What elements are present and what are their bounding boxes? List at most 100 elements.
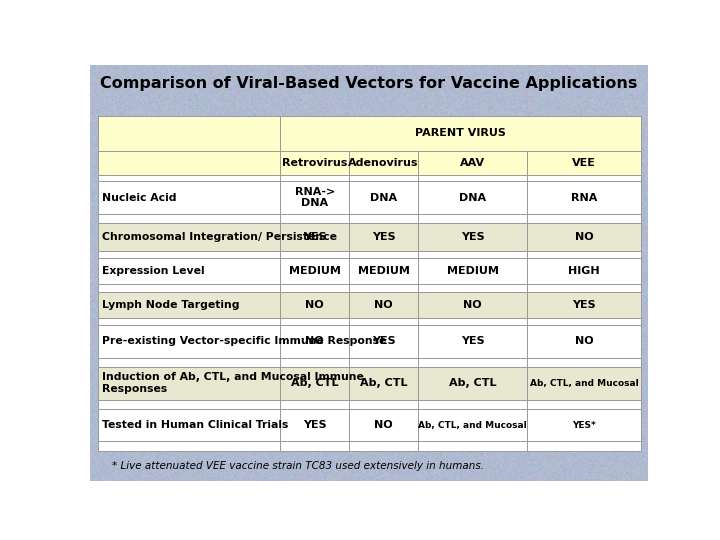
Bar <box>280 409 349 441</box>
Bar <box>280 367 349 400</box>
Text: Ab, CTL, and Mucosal: Ab, CTL, and Mucosal <box>530 379 639 388</box>
Bar <box>527 284 642 292</box>
Bar <box>527 400 642 409</box>
Bar <box>349 284 418 292</box>
Bar <box>349 174 418 181</box>
Bar <box>99 258 280 284</box>
Bar <box>527 318 642 325</box>
Bar <box>349 223 418 251</box>
Bar <box>418 214 527 223</box>
Text: NO: NO <box>374 300 393 309</box>
Text: YES: YES <box>461 336 485 346</box>
Bar <box>99 181 280 214</box>
Bar <box>418 151 527 174</box>
Bar <box>349 357 418 367</box>
Text: Pre-existing Vector-specific Immune Response: Pre-existing Vector-specific Immune Resp… <box>102 336 387 346</box>
Text: YES: YES <box>372 232 395 242</box>
Bar <box>99 441 280 451</box>
Text: NO: NO <box>575 336 593 346</box>
Bar <box>418 367 527 400</box>
Bar <box>280 223 349 251</box>
Bar <box>418 400 527 409</box>
Bar <box>349 318 418 325</box>
Text: MEDIUM: MEDIUM <box>289 266 341 276</box>
Text: Tested in Human Clinical Trials: Tested in Human Clinical Trials <box>102 420 289 430</box>
Bar <box>280 325 349 357</box>
Bar <box>418 251 527 258</box>
Text: AAV: AAV <box>460 158 485 167</box>
Bar <box>527 441 642 451</box>
Bar <box>418 181 527 214</box>
Bar <box>99 223 280 251</box>
Bar <box>99 292 280 318</box>
Bar <box>99 325 280 357</box>
Bar <box>527 223 642 251</box>
Bar <box>527 181 642 214</box>
Bar <box>99 116 280 151</box>
Bar <box>349 251 418 258</box>
Text: Comparison of Viral-Based Vectors for Vaccine Applications: Comparison of Viral-Based Vectors for Va… <box>100 76 638 91</box>
Bar <box>99 357 280 367</box>
Bar <box>418 223 527 251</box>
Text: Ab, CTL, and Mucosal: Ab, CTL, and Mucosal <box>418 421 527 430</box>
Text: Induction of Ab, CTL, and Mucosal Immune
Responses: Induction of Ab, CTL, and Mucosal Immune… <box>102 373 364 394</box>
Bar <box>349 325 418 357</box>
Bar <box>349 367 418 400</box>
Bar <box>280 151 349 174</box>
Bar <box>527 214 642 223</box>
Bar <box>418 409 527 441</box>
Bar <box>280 116 642 151</box>
Text: HIGH: HIGH <box>568 266 600 276</box>
Bar <box>349 400 418 409</box>
Text: Ab, CTL: Ab, CTL <box>449 378 496 388</box>
Bar <box>418 325 527 357</box>
Bar <box>280 292 349 318</box>
Text: Nucleic Acid: Nucleic Acid <box>102 193 177 202</box>
Bar <box>99 151 280 174</box>
Bar <box>349 409 418 441</box>
Text: YES: YES <box>303 420 327 430</box>
Text: * Live attenuated VEE vaccine strain TC83 used extensively in humans.: * Live attenuated VEE vaccine strain TC8… <box>112 462 485 471</box>
Text: VEE: VEE <box>572 158 596 167</box>
Bar <box>280 357 349 367</box>
Bar <box>349 181 418 214</box>
Bar <box>527 325 642 357</box>
Bar <box>418 318 527 325</box>
Bar <box>280 214 349 223</box>
Text: YES: YES <box>303 232 327 242</box>
Bar <box>99 251 280 258</box>
Bar <box>280 400 349 409</box>
Bar <box>349 441 418 451</box>
Bar <box>280 174 349 181</box>
Bar <box>349 292 418 318</box>
Text: DNA: DNA <box>370 193 397 202</box>
Bar <box>280 251 349 258</box>
Bar <box>349 258 418 284</box>
Bar <box>418 292 527 318</box>
Bar <box>527 251 642 258</box>
Text: YES: YES <box>461 232 485 242</box>
Bar <box>99 174 280 181</box>
Text: NO: NO <box>305 336 324 346</box>
Bar <box>527 292 642 318</box>
Text: Chromosomal Integration/ Persistence: Chromosomal Integration/ Persistence <box>102 232 337 242</box>
Bar <box>349 151 418 174</box>
Bar <box>527 357 642 367</box>
Text: PARENT VIRUS: PARENT VIRUS <box>415 128 506 138</box>
Bar <box>527 367 642 400</box>
Bar <box>280 284 349 292</box>
Bar <box>99 318 280 325</box>
Text: MEDIUM: MEDIUM <box>446 266 498 276</box>
Text: Expression Level: Expression Level <box>102 266 205 276</box>
Text: NO: NO <box>463 300 482 309</box>
Text: MEDIUM: MEDIUM <box>358 266 410 276</box>
Text: NO: NO <box>374 420 393 430</box>
Bar <box>99 367 280 400</box>
Text: NO: NO <box>305 300 324 309</box>
Text: Lymph Node Targeting: Lymph Node Targeting <box>102 300 240 309</box>
Text: YES*: YES* <box>572 421 596 430</box>
Bar <box>527 258 642 284</box>
Bar <box>99 214 280 223</box>
Bar <box>99 409 280 441</box>
Bar <box>280 441 349 451</box>
